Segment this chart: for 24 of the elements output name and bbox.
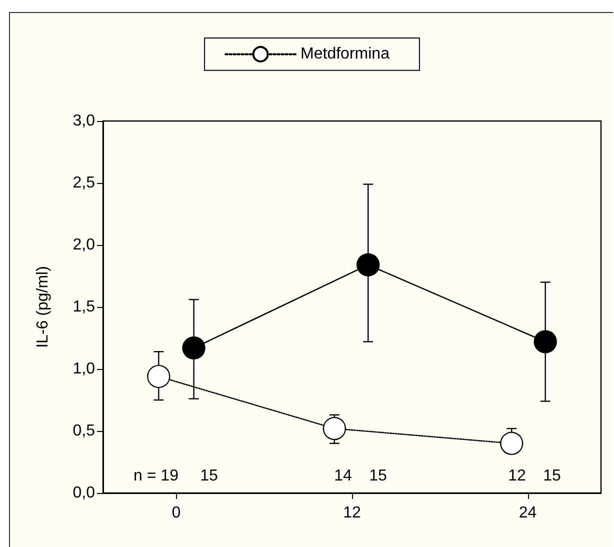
- y-tick-label: 2,5: [72, 174, 96, 192]
- y-tick-label: 1,5: [72, 298, 96, 316]
- annotation: n = 19: [134, 468, 179, 484]
- point: [182, 336, 206, 360]
- point: [356, 253, 380, 276]
- x-tick-label: 24: [518, 504, 537, 522]
- legend-label: Metdformina: [300, 46, 390, 63]
- x-tick-label: 12: [343, 504, 361, 522]
- point: [500, 432, 524, 455]
- point: [534, 330, 557, 354]
- annotation: 15: [543, 468, 561, 484]
- point: [322, 416, 346, 440]
- point: [147, 364, 170, 388]
- x-tick-label: 0: [172, 504, 181, 522]
- y-tick-label: 0,5: [72, 422, 96, 440]
- y-tick-label: 2,0: [72, 236, 96, 254]
- y-tick-label: 0,0: [72, 484, 96, 502]
- y-axis-title: IL-6 (pg/ml): [34, 266, 52, 348]
- annotation: 14: [334, 468, 352, 484]
- annotation: 12: [508, 468, 526, 484]
- y-tick-label: 3,0: [72, 112, 96, 130]
- annotation: 15: [369, 468, 387, 484]
- y-tick-label: 1,0: [72, 360, 96, 378]
- annotation: 15: [200, 468, 218, 484]
